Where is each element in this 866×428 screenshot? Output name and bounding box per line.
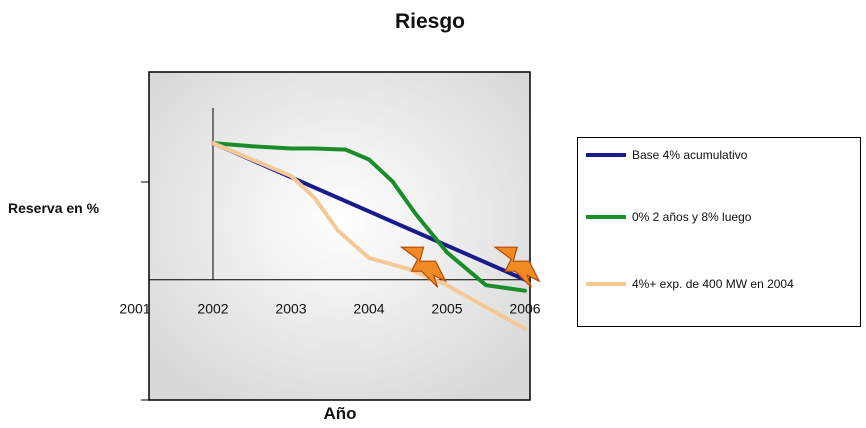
x-tick-label: 2006 bbox=[509, 301, 540, 317]
series-line-2 bbox=[211, 141, 527, 293]
legend-label-zero-growth: 0% 2 años y 8% luego bbox=[632, 210, 752, 224]
risk-lightning-icon bbox=[399, 246, 447, 288]
series-line-3 bbox=[211, 141, 527, 331]
legend-item-base: Base 4% acumulativo bbox=[586, 145, 747, 165]
x-tick-label: 2005 bbox=[431, 301, 462, 317]
legend-swatch-expansion bbox=[586, 282, 626, 286]
legend-swatch-zero-growth bbox=[586, 215, 626, 219]
legend-swatch-base bbox=[586, 153, 626, 157]
plot-area bbox=[148, 71, 531, 401]
legend-item-expansion: 4%+ exp. de 400 MW en 2004 bbox=[586, 274, 794, 294]
x-tick-label: 2002 bbox=[197, 301, 228, 317]
y-axis-label: Reserva en % bbox=[8, 200, 100, 216]
x-axis-label: Año bbox=[323, 404, 357, 423]
chart-title: Riesgo bbox=[394, 10, 465, 33]
legend: Base 4% acumulativo 0% 2 años y 8% luego… bbox=[577, 137, 861, 327]
x-tick-label: 2003 bbox=[275, 301, 306, 317]
legend-label-expansion: 4%+ exp. de 400 MW en 2004 bbox=[632, 277, 794, 291]
risk-lightning-icon bbox=[493, 246, 541, 288]
legend-item-zero-growth: 0% 2 años y 8% luego bbox=[586, 207, 751, 227]
x-tick-label: 2001 bbox=[119, 301, 150, 317]
x-tick-label: 2004 bbox=[353, 301, 384, 317]
legend-label-base: Base 4% acumulativo bbox=[632, 148, 748, 162]
